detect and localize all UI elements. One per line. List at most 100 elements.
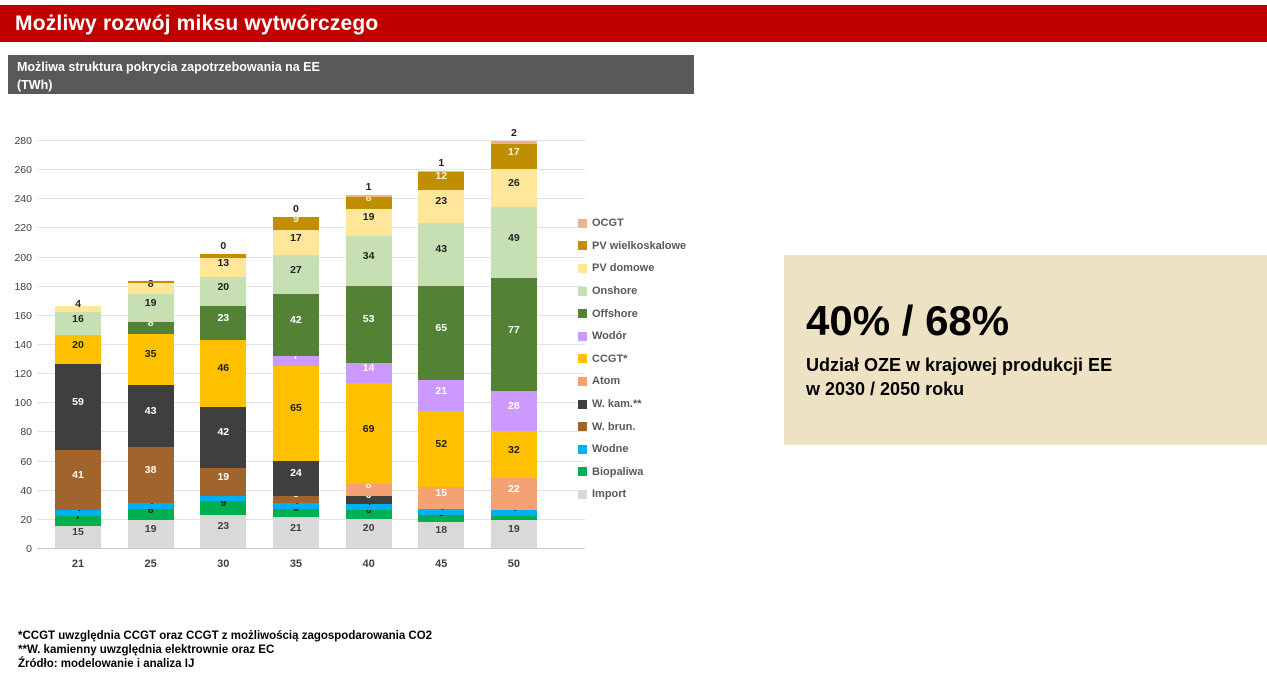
legend-swatch-icon [578,489,587,499]
bar-segment-w-brun- [55,450,101,511]
legend-label: PV domowe [592,262,655,275]
bar-segment-biopaliwa [345,510,392,519]
oze-share-caption-line1: Udział OZE w krajowej produkcji EE [806,355,1113,376]
bar-segment-pv-domowe [272,230,319,256]
bar-segment-pv-wielkoskalowe [127,281,174,283]
bar-segment-ccgt- [127,333,174,385]
legend-item-atom: Atom [578,370,686,393]
bar-segment-biopaliwa [127,508,174,521]
chart-subtitle: Możliwa struktura pokrycia zapotrzebowan… [17,60,320,74]
legend-swatch-icon [578,286,587,296]
data-label-biopaliwa: 9 [220,496,227,509]
x-axis-tick-label: 50 [507,558,521,570]
bar-segment-import [127,520,174,548]
bar-segment-w-kam- [345,495,392,505]
bar-segment-pv-wielkoskalowe [200,253,247,259]
data-label-ocgt: 0 [220,239,227,252]
data-label-w-brun-: 38 [144,464,157,477]
data-label-ccgt-: 46 [217,362,230,375]
bar-segment-pv-domowe [490,169,537,208]
bar-segment-import [200,514,247,548]
y-axis-tick-label: 0 [26,543,32,555]
data-label-import: 21 [290,521,302,534]
bar-35: 216452465742271790 [272,140,319,548]
data-label-wod-r: 28 [508,400,520,413]
oze-share-caption-line2: w 2030 / 2050 roku [806,379,965,400]
bar-segment-wod-r [272,355,319,366]
title-bar: Możliwy rozwój miksu wytwórczego [0,5,1267,42]
bar-segment-offshore [200,306,247,340]
data-label-w-kam-: 24 [290,467,302,480]
y-axis-tick-label: 220 [14,222,32,235]
bar-segment-pv-domowe [345,208,392,237]
bar-segment-ccgt- [55,335,101,365]
legend-label: Wodne [592,443,629,456]
legend-item-w-kam-: W. kam.** [578,393,686,416]
data-label-ccgt-: 20 [72,338,84,351]
bar-segment-wodne [345,504,392,511]
legend-label: Wodór [592,330,627,343]
bar-segment-offshore [418,285,465,381]
y-axis-tick-label: 280 [14,135,32,147]
data-label-pv-wielkoskalowe: 17 [508,145,520,158]
bar-segment-ccgt- [200,339,247,407]
bar-segment-import [272,517,319,548]
data-label-wod-r: 7 [293,349,299,362]
legend-item-pv-domowe: PV domowe [578,257,686,280]
data-label-biopaliwa: 7 [75,510,81,523]
legend-item-ccgt-: CCGT* [578,348,686,371]
bar-segment-onshore [55,311,101,336]
data-label-import: 23 [217,520,230,533]
data-label-pv-wielkoskalowe: 8 [365,191,372,204]
bar-21: 1574415920164 [55,140,101,548]
bar-segment-ccgt- [272,365,319,461]
legend-swatch-icon [578,263,587,273]
bar-segment-pv-wielkoskalowe [345,196,392,209]
bar-segment-ccgt- [418,411,465,487]
data-label-import: 19 [508,523,520,536]
x-axis-tick-label: 25 [144,558,157,570]
bar-45: 1854155221654323121 [418,140,465,548]
legend-swatch-icon [578,376,587,386]
bar-segment-pv-wielkoskalowe [272,217,319,231]
data-label-offshore: 8 [147,316,154,329]
legend-item-wod-r: Wodór [578,325,686,348]
bar-segment-offshore [127,322,174,334]
data-label-pv-wielkoskalowe: 9 [293,212,299,225]
bar-segment-biopaliwa [272,508,319,518]
y-axis-tick-label: 40 [20,484,32,497]
legend-swatch-icon [578,444,587,454]
x-axis-tick-label: 35 [289,558,303,570]
bar-25: 19843843358198 [127,140,174,548]
legend-swatch-icon [578,331,587,341]
stat-panel: 40% / 68% Udział OZE w krajowej produkcj… [784,255,1267,445]
y-axis-tick-label: 200 [14,251,32,264]
legend-label: W. kam.** [592,398,642,411]
data-label-pv-domowe: 8 [147,277,154,290]
page-title: Możliwy rozwój miksu wytwórczego [15,11,379,35]
bar-segment-wodne [55,510,101,516]
legend-label: Atom [592,375,621,388]
data-label-offshore: 42 [290,314,302,327]
bar-segment-import [55,526,101,548]
bar-segment-w-brun- [127,447,174,503]
footnote-source: Źródło: modelowanie i analiza IJ [18,658,195,671]
bar-segment-ocgt [345,195,392,197]
bar-segment-biopaliwa [55,515,101,527]
data-label-onshore: 19 [144,297,157,310]
chart-legend: OCGT PV wielkoskalowe PV domowe Onshore Offs… [578,212,686,506]
bar-segment-wodne [272,502,319,509]
bar-segment-onshore [272,255,319,295]
data-label-atom: 15 [435,486,448,499]
legend-swatch-icon [578,467,587,477]
legend-label: Onshore [592,285,638,298]
legend-item-offshore: Offshore [578,302,686,325]
bar-segment-wodne [490,510,537,516]
bar-segment-atom [345,483,392,496]
bar-segment-atom [490,478,537,511]
legend-item-pv-wielkoskalowe: PV wielkoskalowe [578,235,686,258]
bar-segment-biopaliwa [490,515,537,521]
bar-50: 1934223228774926172 [490,127,537,548]
y-axis-tick-label: 180 [14,280,32,293]
